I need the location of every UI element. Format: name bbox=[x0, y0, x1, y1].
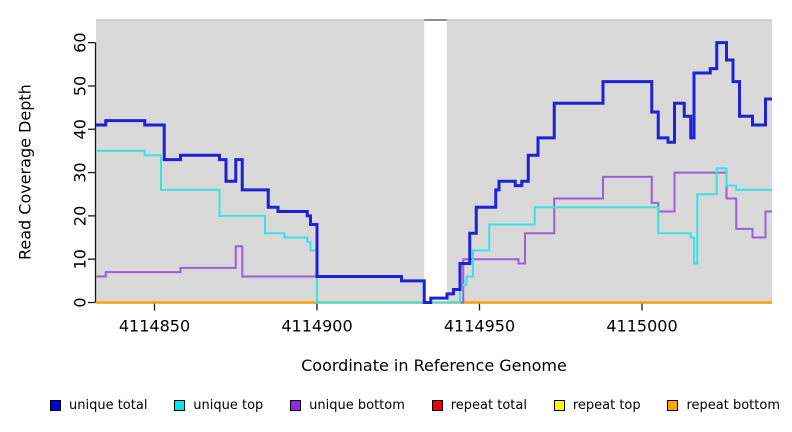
y-tick-label: 40 bbox=[71, 119, 90, 139]
legend-swatch-repeat-total-icon bbox=[431, 400, 443, 411]
y-tick-label: 30 bbox=[71, 162, 90, 182]
legend-swatch-unique-total-icon bbox=[50, 400, 61, 411]
legend-item-unique-top: unique top bbox=[174, 398, 263, 413]
x-tick-label: 4114950 bbox=[444, 317, 515, 336]
gap-band bbox=[424, 20, 447, 305]
x-tick-label: 4115000 bbox=[606, 317, 677, 336]
legend-item-repeat-top: repeat top bbox=[553, 398, 641, 413]
x-tick-label: 4114850 bbox=[119, 317, 190, 336]
legend-item-repeat-total: repeat total bbox=[431, 398, 527, 413]
legend-swatch-unique-top-icon bbox=[174, 400, 186, 411]
legend-item-repeat-bottom: repeat bottom bbox=[667, 398, 780, 413]
x-axis-title: Coordinate in Reference Genome bbox=[301, 356, 567, 375]
y-tick-label: 60 bbox=[71, 32, 90, 52]
legend-label: unique bottom bbox=[309, 398, 405, 413]
legend-label: unique top bbox=[193, 398, 264, 413]
legend-swatch-repeat-bottom-icon bbox=[667, 400, 679, 411]
y-tick-label: 50 bbox=[71, 76, 90, 96]
series-line-unique-total bbox=[96, 41, 772, 304]
legend: unique total unique top unique bottom repea… bbox=[50, 398, 780, 413]
legend-label: repeat bottom bbox=[686, 398, 780, 413]
x-tick-label: 4114900 bbox=[281, 317, 352, 336]
y-tick-label: 20 bbox=[71, 206, 90, 226]
y-tick-label: 0 bbox=[71, 297, 90, 307]
legend-swatch-repeat-top-icon bbox=[553, 400, 565, 411]
series-line-unique-bottom bbox=[96, 171, 772, 304]
legend-swatch-unique-bottom-icon bbox=[290, 400, 302, 411]
y-axis-title: Read Coverage Depth bbox=[15, 84, 35, 260]
legend-item-unique-total: unique total bbox=[50, 398, 147, 413]
legend-label: repeat total bbox=[450, 398, 527, 413]
legend-item-unique-bottom: unique bottom bbox=[290, 398, 405, 413]
y-tick-label: 10 bbox=[71, 249, 90, 269]
legend-label: unique total bbox=[69, 398, 148, 413]
series-line-unique-top bbox=[96, 149, 772, 304]
legend-label: repeat top bbox=[572, 398, 641, 413]
